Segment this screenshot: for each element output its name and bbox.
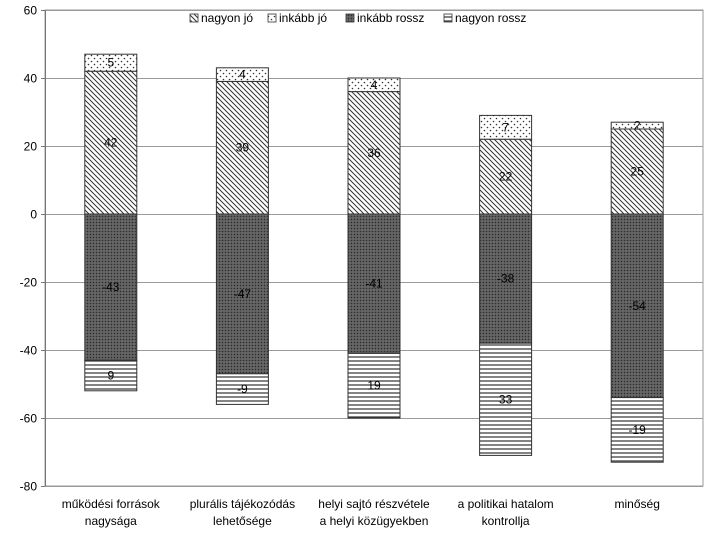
bar-segment — [347, 352, 401, 419]
category-label: nagysága — [85, 514, 137, 528]
category-label: plurális tájékozódás — [190, 497, 295, 511]
y-axis: -80 -60 -40 -20 0 20 40 60 — [20, 4, 46, 494]
category-label: a helyi közügyekben — [320, 514, 429, 528]
legend-entry: inkább jó — [279, 11, 327, 25]
legend-entry: nagyon jó — [201, 11, 253, 25]
data-labels: 42 5 -43 9 39 4 -47 -9 36 4 -41 19 22 7 -38 33 25 2 -54 -19 — [102, 56, 646, 437]
category-label: minőség — [615, 497, 660, 511]
bar-segment — [610, 213, 664, 399]
bar-segment — [479, 114, 533, 140]
bar-segment — [84, 213, 138, 361]
bars — [84, 53, 664, 463]
legend: nagyon jó inkább jó inkább rossz nagyon ros… — [189, 11, 526, 25]
data-label: 39 — [236, 141, 250, 155]
bar-segment — [347, 77, 401, 93]
y-tick-label: 40 — [24, 72, 38, 86]
data-label: -38 — [497, 272, 515, 286]
legend-swatch — [267, 13, 277, 23]
bar-segment — [84, 53, 138, 72]
y-tick-label: -60 — [20, 412, 38, 426]
bar-segment — [215, 67, 269, 82]
bar-segment — [610, 128, 664, 215]
category-label: a politikai hatalom — [458, 497, 554, 511]
legend-entry: nagyon rossz — [455, 11, 526, 25]
data-label: 42 — [104, 136, 118, 150]
y-tick-label: -80 — [20, 480, 38, 494]
bar-segment — [347, 91, 401, 215]
bar-segment — [347, 213, 401, 354]
bar-segment — [84, 359, 138, 392]
bar-segment — [479, 342, 533, 456]
legend-entry: inkább rossz — [357, 11, 424, 25]
y-tick-label: 20 — [24, 140, 38, 154]
data-label: 25 — [631, 165, 645, 179]
y-tick-label: -40 — [20, 344, 38, 358]
category-labels: működési források nagysága plurális tájéko… — [62, 497, 660, 528]
category-label: helyi sajtó részvétele — [318, 497, 430, 511]
category-label: lehetősége — [213, 514, 272, 528]
legend-swatch — [345, 13, 355, 23]
bar-segment — [84, 70, 138, 215]
data-label: 9 — [107, 369, 114, 383]
data-label: 2 — [634, 119, 641, 133]
category-label: működési források — [62, 497, 161, 511]
gridlines — [44, 9, 704, 487]
legend-swatch — [189, 13, 199, 23]
y-tick-label: 60 — [24, 4, 38, 18]
bar-segment — [215, 80, 269, 215]
data-label: 36 — [367, 146, 381, 160]
y-tick-label: 0 — [30, 208, 37, 222]
data-label: -19 — [629, 423, 647, 437]
data-label: -43 — [102, 280, 120, 294]
data-label: -9 — [237, 382, 248, 396]
data-label: 33 — [499, 392, 513, 406]
bar-segment — [215, 373, 269, 405]
data-label: 4 — [239, 68, 246, 82]
bar-segment — [479, 213, 533, 344]
data-label: 22 — [499, 170, 513, 184]
bar-segment — [610, 121, 664, 130]
data-label: -54 — [629, 299, 647, 313]
legend-swatch — [443, 13, 453, 23]
category-label: kontrollja — [482, 514, 530, 528]
data-label: 4 — [371, 78, 378, 92]
bar-segment — [610, 397, 664, 463]
data-label: -47 — [234, 287, 252, 301]
data-label: -41 — [365, 277, 383, 291]
y-tick-label: -20 — [20, 276, 38, 290]
data-label: 5 — [107, 56, 114, 70]
data-label: 19 — [367, 379, 381, 393]
data-label: 7 — [502, 120, 509, 134]
